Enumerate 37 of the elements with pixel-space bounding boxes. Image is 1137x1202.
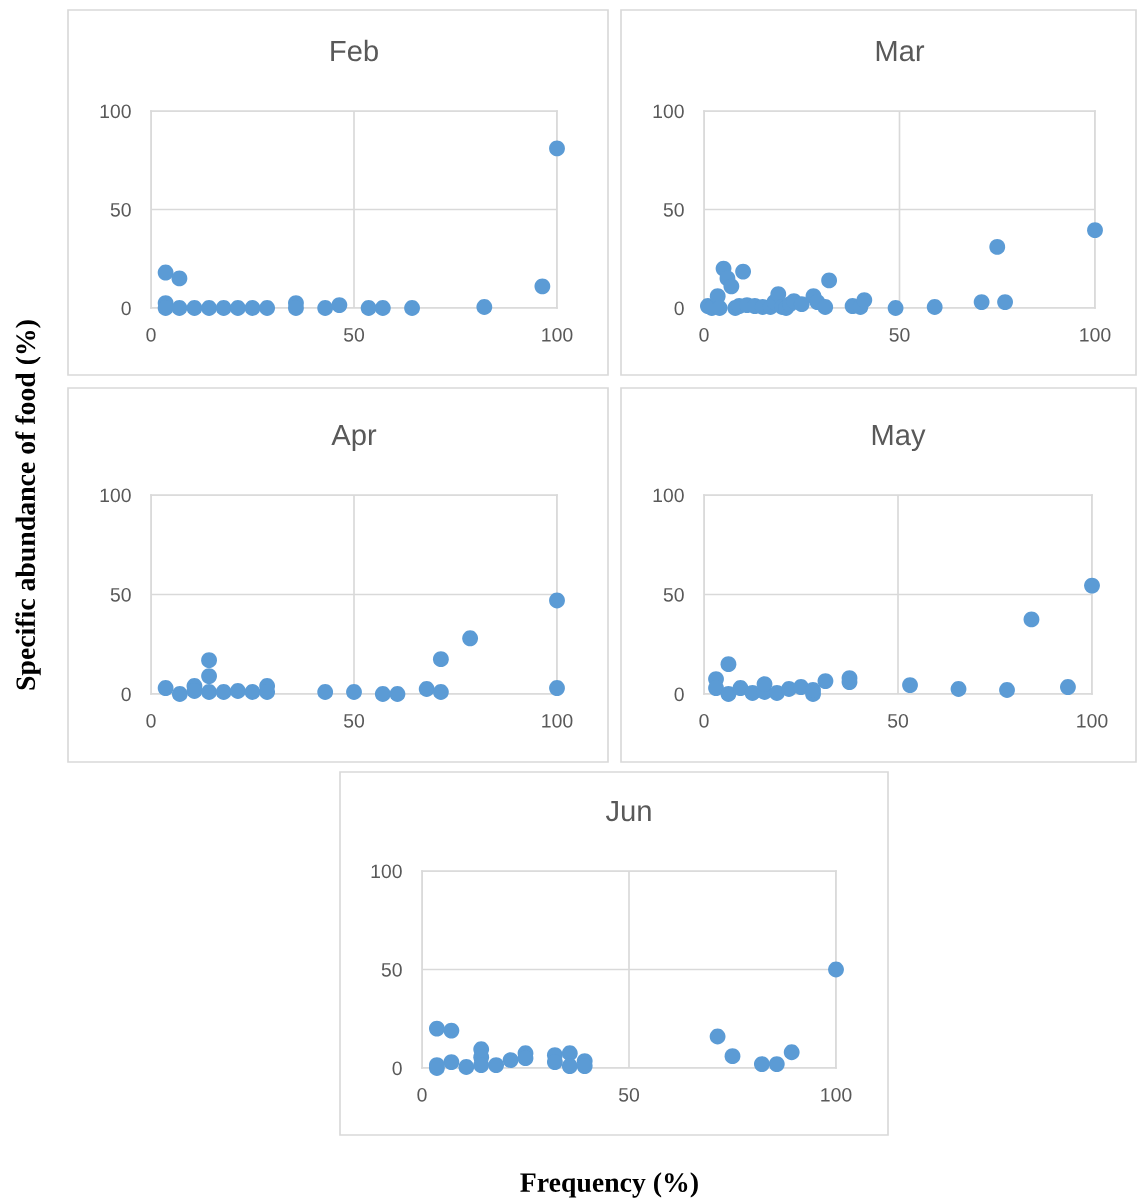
- y-tick-label: 0: [121, 687, 131, 702]
- chart-title: Mar: [876, 40, 925, 62]
- x-tick-label: 100: [542, 713, 573, 728]
- x-tick-label: 100: [1077, 713, 1108, 728]
- y-tick-label: 50: [110, 587, 131, 602]
- y-tick-label: 0: [392, 1061, 402, 1076]
- y-tick-label: 0: [674, 301, 684, 316]
- y-tick-label: 100: [653, 104, 684, 119]
- y-tick-label: 100: [100, 488, 131, 503]
- x-tick-label: 50: [618, 1087, 640, 1102]
- x-tick-label: 0: [417, 1087, 427, 1102]
- y-tick-label: 0: [121, 301, 131, 316]
- x-tick-label: 0: [146, 327, 156, 342]
- y-tick-label: 0: [674, 687, 684, 702]
- chart-title: Feb: [331, 39, 378, 62]
- x-tick-label: 50: [889, 327, 910, 342]
- x-tick-label: 50: [887, 713, 909, 728]
- chart-title: Jun: [605, 800, 651, 822]
- x-tick-label: 100: [542, 327, 573, 342]
- y-tick-label: 50: [663, 202, 684, 217]
- x-tick-label: 0: [699, 327, 709, 342]
- x-axis-title: Frequency (%): [520, 1172, 698, 1198]
- x-tick-label: 50: [343, 327, 365, 342]
- chart-title: Apr: [331, 424, 377, 452]
- y-tick-label: 100: [100, 104, 131, 119]
- y-tick-label: 50: [663, 587, 684, 602]
- x-tick-label: 100: [1080, 327, 1111, 342]
- x-tick-label: 50: [343, 713, 365, 728]
- y-tick-label: 100: [653, 488, 684, 503]
- x-tick-label: 100: [821, 1087, 852, 1102]
- y-tick-label: 50: [381, 962, 402, 977]
- x-tick-label: 0: [699, 713, 709, 728]
- y-axis-title: Specific abundance of food (%): [15, 320, 41, 690]
- y-tick-label: 50: [110, 202, 131, 217]
- chart-title: May: [872, 424, 926, 452]
- x-tick-label: 0: [146, 713, 156, 728]
- y-tick-label: 100: [371, 864, 402, 879]
